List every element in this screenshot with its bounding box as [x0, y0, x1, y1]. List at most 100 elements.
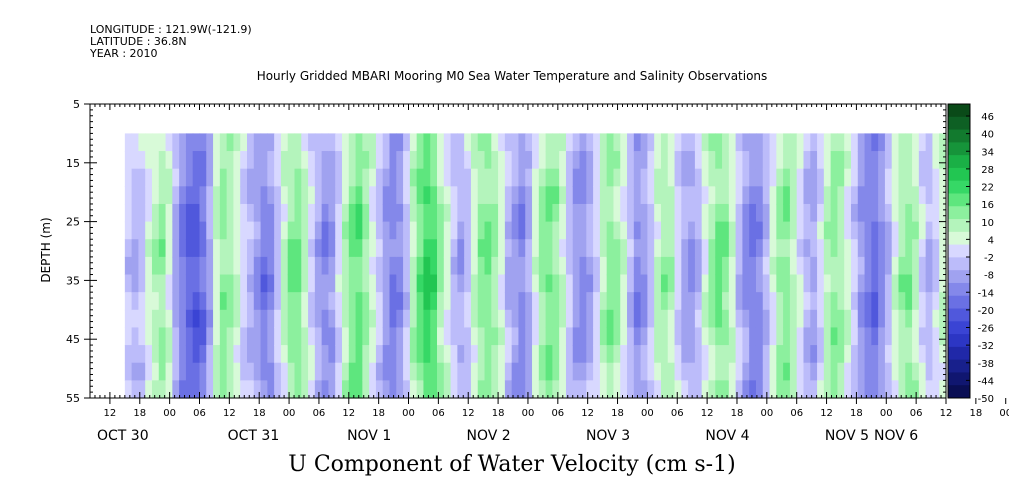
heatmap-cell	[362, 380, 370, 399]
heatmap-cell	[918, 133, 927, 152]
heatmap-cell	[287, 256, 296, 276]
heatmap-cell	[511, 345, 520, 364]
heatmap-cell	[145, 256, 153, 276]
heatmap-cell	[382, 327, 391, 346]
heatmap-cell	[213, 380, 221, 399]
heatmap-cell	[878, 362, 886, 381]
heatmap-cell	[240, 221, 248, 240]
heatmap-cell	[898, 292, 906, 311]
heatmap-cell	[552, 239, 560, 258]
heatmap-cell	[823, 362, 832, 381]
heatmap-cell	[810, 256, 818, 276]
heatmap-cell	[246, 168, 255, 187]
heatmap-cell	[925, 292, 934, 311]
heatmap-cell	[912, 292, 920, 311]
heatmap-cell	[287, 327, 296, 346]
heatmap-cell	[925, 380, 934, 399]
heatmap-cell	[532, 274, 540, 293]
heatmap-cell	[728, 256, 737, 276]
heatmap-cell	[694, 151, 703, 170]
heatmap-cell	[620, 221, 628, 240]
heatmap-cell	[769, 327, 777, 346]
heatmap-cell	[124, 327, 133, 346]
heatmap-cell	[762, 292, 771, 311]
heatmap-cell	[674, 256, 682, 276]
colorbar-swatch	[948, 231, 970, 246]
heatmap-cell	[891, 186, 900, 205]
colorbar-swatch	[948, 167, 970, 182]
heatmap-cell	[735, 345, 744, 364]
heatmap-cell	[145, 362, 153, 381]
heatmap-cell	[179, 151, 187, 170]
heatmap-cell	[151, 274, 160, 293]
heatmap-cell	[850, 221, 859, 240]
heatmap-cell	[647, 309, 655, 329]
heatmap-cell	[905, 203, 913, 223]
heatmap-cell	[124, 362, 133, 381]
heatmap-cell	[416, 309, 425, 329]
heatmap-cell	[450, 221, 458, 240]
heatmap-cell	[314, 292, 323, 311]
heatmap-cell	[694, 203, 703, 223]
heatmap-cell	[206, 256, 214, 276]
heatmap-cell	[776, 186, 784, 205]
heatmap-cell	[450, 327, 458, 346]
heatmap-cell	[586, 186, 594, 205]
heatmap-cell	[246, 151, 255, 170]
heatmap-cell	[464, 292, 472, 311]
heatmap-cell	[314, 221, 323, 240]
heatmap-cell	[837, 327, 845, 346]
heatmap-cell	[552, 221, 560, 240]
heatmap-cell	[565, 345, 574, 364]
heatmap-cell	[389, 292, 397, 311]
heatmap-cell	[925, 362, 934, 381]
heatmap-cell	[274, 345, 282, 364]
heatmap-cell	[830, 327, 839, 346]
heatmap-cell	[586, 151, 594, 170]
heatmap-cell	[158, 362, 167, 381]
heatmap-cell	[226, 151, 235, 170]
heatmap-cell	[742, 292, 750, 311]
heatmap-cell	[342, 380, 350, 399]
heatmap-cell	[355, 345, 363, 364]
heatmap-cell	[375, 151, 384, 170]
heatmap-cell	[124, 151, 133, 170]
heatmap-cell	[396, 186, 404, 205]
heatmap-cell	[905, 327, 913, 346]
heatmap-cell	[674, 133, 682, 152]
heatmap-cell	[138, 186, 146, 205]
heatmap-cell	[348, 274, 357, 293]
heatmap-cell	[925, 221, 934, 240]
heatmap-cell	[321, 168, 330, 187]
heatmap-cell	[158, 133, 167, 152]
heatmap-cell	[430, 274, 438, 293]
heatmap-cell	[491, 327, 499, 346]
heatmap-cell	[565, 239, 574, 258]
heatmap-cell	[240, 292, 248, 311]
heatmap-cell	[192, 151, 201, 170]
heatmap-cell	[470, 309, 479, 329]
heatmap-cell	[294, 151, 302, 170]
heatmap-cell	[654, 256, 662, 276]
heatmap-cell	[430, 362, 438, 381]
heatmap-cell	[796, 327, 805, 346]
heatmap-cell	[559, 239, 567, 258]
heatmap-cell	[878, 203, 886, 223]
heatmap-cell	[830, 309, 839, 329]
heatmap-cell	[769, 133, 777, 152]
heatmap-cell	[226, 292, 235, 311]
heatmap-cell	[260, 186, 268, 205]
heatmap-cell	[219, 203, 228, 223]
heatmap-cell	[335, 362, 343, 381]
heatmap-cell	[450, 239, 458, 258]
heatmap-cell	[172, 274, 180, 293]
heatmap-cell	[565, 362, 574, 381]
heatmap-cell	[321, 362, 330, 381]
heatmap-cell	[688, 239, 696, 258]
heatmap-cell	[504, 151, 513, 170]
heatmap-cell	[688, 256, 696, 276]
heatmap-cell	[199, 345, 207, 364]
heatmap-cell	[688, 151, 696, 170]
heatmap-cell	[192, 345, 201, 364]
